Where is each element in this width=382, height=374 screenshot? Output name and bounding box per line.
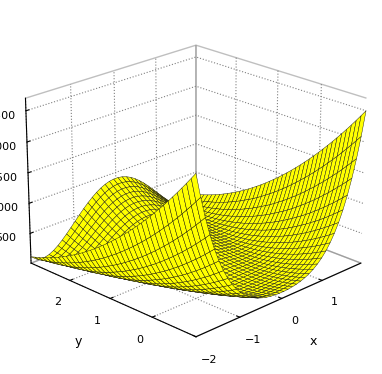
Y-axis label: y: y (74, 335, 82, 349)
X-axis label: x: x (310, 335, 317, 349)
